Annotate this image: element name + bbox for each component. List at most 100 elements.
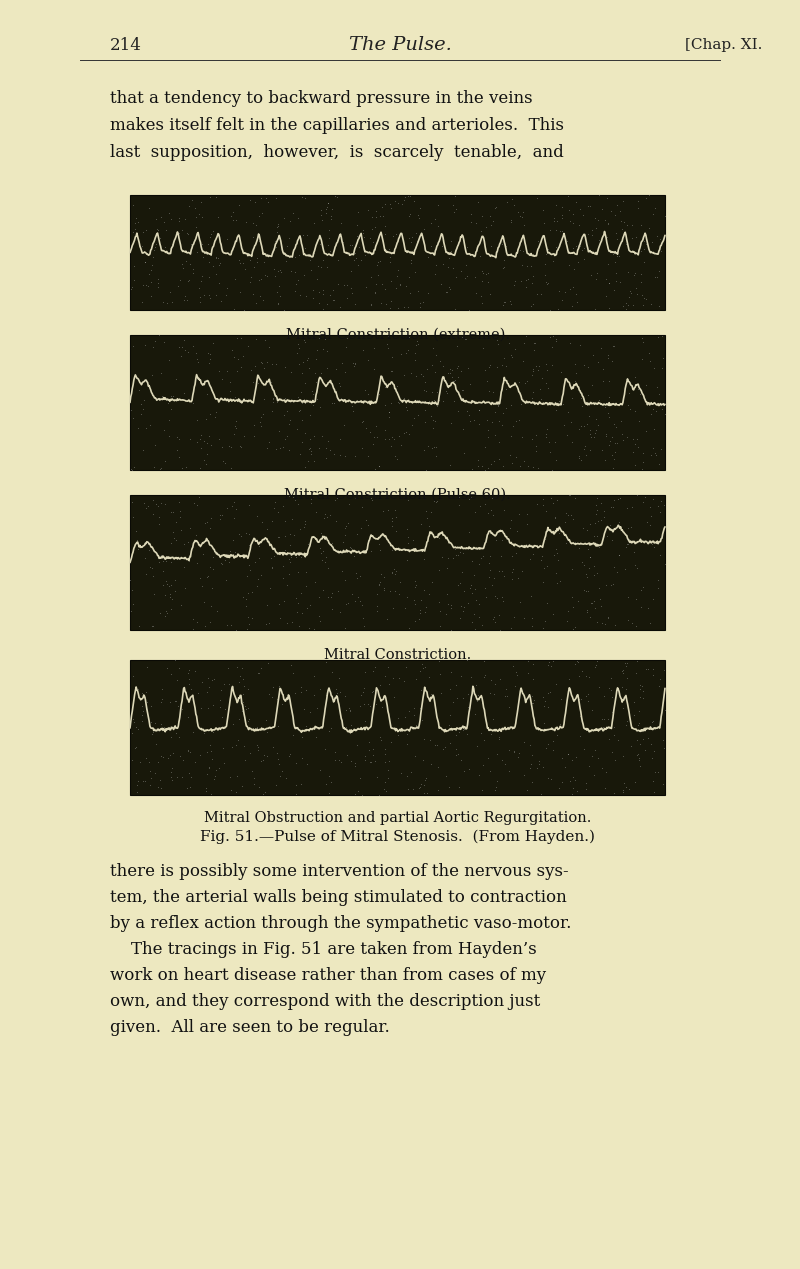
- Point: [390, 508, 402, 528]
- Point: [442, 716, 455, 736]
- Point: [187, 263, 200, 283]
- Point: [595, 198, 608, 218]
- Point: [216, 368, 229, 388]
- Point: [578, 555, 590, 575]
- Point: [612, 544, 625, 565]
- Point: [458, 329, 471, 349]
- Point: [257, 750, 270, 770]
- Point: [326, 661, 338, 681]
- Point: [443, 359, 456, 379]
- Point: [166, 233, 179, 254]
- Point: [216, 707, 229, 727]
- Point: [366, 207, 378, 227]
- Point: [506, 656, 519, 676]
- Point: [191, 352, 204, 372]
- Point: [498, 256, 510, 277]
- Point: [358, 750, 371, 770]
- Point: [147, 240, 160, 260]
- Point: [391, 725, 404, 745]
- Point: [265, 548, 278, 569]
- Point: [165, 552, 178, 572]
- Point: [299, 372, 312, 392]
- Point: [175, 520, 188, 541]
- Point: [310, 503, 323, 523]
- Point: [152, 514, 165, 534]
- Point: [418, 783, 430, 803]
- Point: [330, 487, 343, 508]
- Point: [656, 358, 669, 378]
- Point: [187, 609, 200, 629]
- Point: [216, 450, 229, 471]
- Point: [361, 529, 374, 549]
- Point: [428, 209, 441, 230]
- Point: [527, 457, 540, 477]
- Point: [297, 265, 310, 286]
- Point: [470, 675, 483, 695]
- Point: [602, 254, 614, 274]
- Point: [303, 595, 316, 615]
- Point: [618, 688, 631, 708]
- Point: [584, 607, 597, 627]
- Point: [126, 594, 139, 614]
- Point: [374, 206, 386, 226]
- Point: [137, 221, 150, 241]
- Point: [445, 414, 458, 434]
- Point: [151, 777, 164, 797]
- Point: [166, 742, 179, 763]
- Point: [649, 268, 662, 288]
- Point: [392, 298, 405, 319]
- Point: [328, 383, 341, 404]
- Point: [246, 761, 258, 782]
- Point: [390, 376, 403, 396]
- Point: [526, 543, 539, 563]
- Point: [302, 618, 315, 638]
- Point: [206, 722, 219, 742]
- Point: [145, 695, 158, 716]
- Point: [422, 584, 435, 604]
- Point: [253, 206, 266, 226]
- Point: [374, 571, 386, 591]
- Point: [226, 340, 238, 360]
- Point: [334, 445, 346, 466]
- Point: [574, 199, 586, 220]
- Point: [441, 382, 454, 402]
- Point: [610, 272, 623, 292]
- Point: [242, 524, 255, 544]
- Point: [444, 706, 457, 726]
- Point: [454, 750, 467, 770]
- Point: [434, 274, 447, 294]
- Point: [338, 415, 350, 435]
- Point: [645, 445, 658, 466]
- Point: [616, 661, 629, 681]
- Point: [657, 392, 670, 412]
- Point: [573, 689, 586, 709]
- Point: [222, 437, 235, 457]
- Point: [325, 206, 338, 226]
- Point: [388, 500, 401, 520]
- Point: [284, 260, 297, 280]
- Point: [440, 557, 453, 577]
- Point: [230, 327, 243, 348]
- Point: [266, 354, 279, 374]
- Point: [172, 338, 185, 358]
- Point: [414, 514, 427, 534]
- Point: [320, 547, 333, 567]
- Point: [272, 261, 285, 282]
- Point: [159, 585, 172, 605]
- Point: [560, 533, 573, 553]
- Point: [383, 251, 396, 272]
- Point: [195, 425, 208, 445]
- Point: [367, 426, 380, 447]
- Point: [298, 330, 310, 350]
- Point: [479, 494, 492, 514]
- Point: [525, 754, 538, 774]
- Point: [542, 655, 554, 675]
- Point: [370, 201, 382, 221]
- Point: [505, 293, 518, 313]
- Point: [576, 396, 589, 416]
- Point: [537, 687, 550, 707]
- Point: [304, 260, 317, 280]
- Point: [521, 780, 534, 801]
- Point: [276, 569, 289, 589]
- Point: [596, 758, 609, 778]
